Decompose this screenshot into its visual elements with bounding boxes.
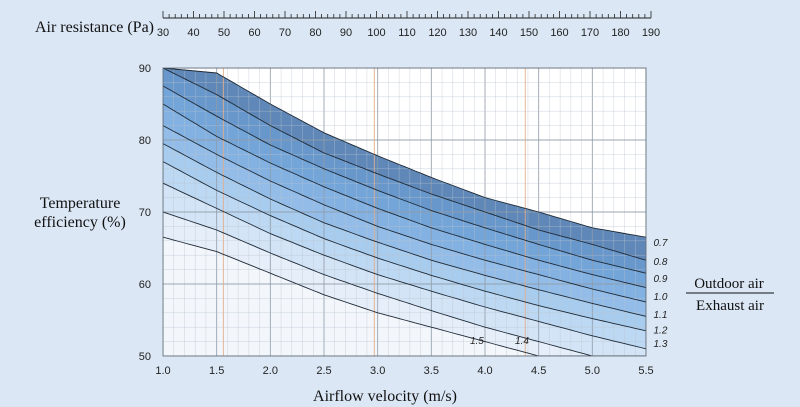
x-tick-label: 2.0 (263, 365, 278, 377)
x-tick-label: 1.0 (155, 365, 170, 377)
y-tick-label: 70 (139, 207, 151, 219)
top-axis-tick-label: 190 (642, 27, 660, 39)
series-line (163, 68, 646, 238)
curve-label: 1.5 (470, 336, 484, 347)
series-line (163, 68, 646, 261)
top-axis-tick-label: 130 (459, 27, 477, 39)
x-tick-label: 4.5 (531, 365, 546, 377)
x-tick-label: 5.5 (638, 365, 653, 377)
top-axis-tick-label: 120 (428, 27, 446, 39)
y-tick-label: 80 (139, 135, 151, 147)
plot-border (162, 67, 647, 357)
series-line (163, 125, 646, 303)
band-fill (163, 143, 646, 331)
curve-label: 1.4 (515, 336, 529, 347)
band-fill (163, 68, 646, 274)
series-line (163, 211, 646, 356)
band-fill (163, 86, 646, 288)
x-tick-label: 5.0 (585, 365, 600, 377)
top-axis-tick-label: 140 (489, 27, 507, 39)
band-fill (163, 237, 646, 356)
x-tick-label: 3.5 (424, 365, 439, 377)
top-axis-tick-label: 180 (611, 27, 629, 39)
top-axis-tick-label: 150 (520, 27, 538, 39)
curves (163, 68, 646, 356)
top-axis-tick-label: 30 (157, 27, 169, 39)
ratio-numerator: Outdoor air (694, 276, 764, 292)
x-tick-label: 3.0 (370, 365, 385, 377)
y-tick-label: 50 (139, 351, 151, 363)
top-axis-tick-label: 40 (187, 27, 199, 39)
curve-label: 0.7 (654, 238, 668, 249)
top-axis-title: Air resistance (Pa) (35, 19, 154, 36)
series-line (163, 236, 646, 356)
top-axis-tick-label: 70 (279, 27, 291, 39)
top-axis-tick-label: 50 (218, 27, 230, 39)
top-axis-tick-label: 170 (581, 27, 599, 39)
curve-label: 1.1 (654, 310, 668, 321)
curve-label: 1.0 (654, 292, 668, 303)
curve-label: 1.2 (654, 325, 668, 336)
band-fill (163, 183, 646, 356)
y-tick-label: 60 (139, 279, 151, 291)
curve-label: 1.3 (654, 339, 668, 350)
x-axis-title: Airflow velocity (m/s) (313, 388, 457, 405)
series-line (163, 103, 646, 289)
top-axis-tick-label: 160 (550, 27, 568, 39)
band-fill (163, 125, 646, 317)
band-fill (163, 104, 646, 302)
series-line (163, 85, 646, 274)
x-tick-label: 2.5 (316, 365, 331, 377)
y-tick-label: 90 (139, 63, 151, 75)
top-axis-tick-label: 110 (398, 27, 416, 39)
y-axis-title: Temperature efficiency (%) (34, 195, 126, 231)
x-tick-label: 1.5 (209, 365, 224, 377)
top-axis-tick-label: 60 (248, 27, 260, 39)
series-line (163, 161, 646, 332)
series-line (163, 182, 646, 350)
top-axis-tick-label: 90 (340, 27, 352, 39)
top-axis-tick-label: 80 (309, 27, 321, 39)
curve-label: 0.8 (654, 257, 668, 268)
series-line (163, 143, 646, 317)
curve-label: 0.9 (654, 274, 668, 285)
grid (163, 68, 646, 356)
ratio-denominator: Exhaust air (696, 298, 764, 314)
x-tick-label: 4.0 (477, 365, 492, 377)
top-axis-tick-label: 100 (367, 27, 385, 39)
